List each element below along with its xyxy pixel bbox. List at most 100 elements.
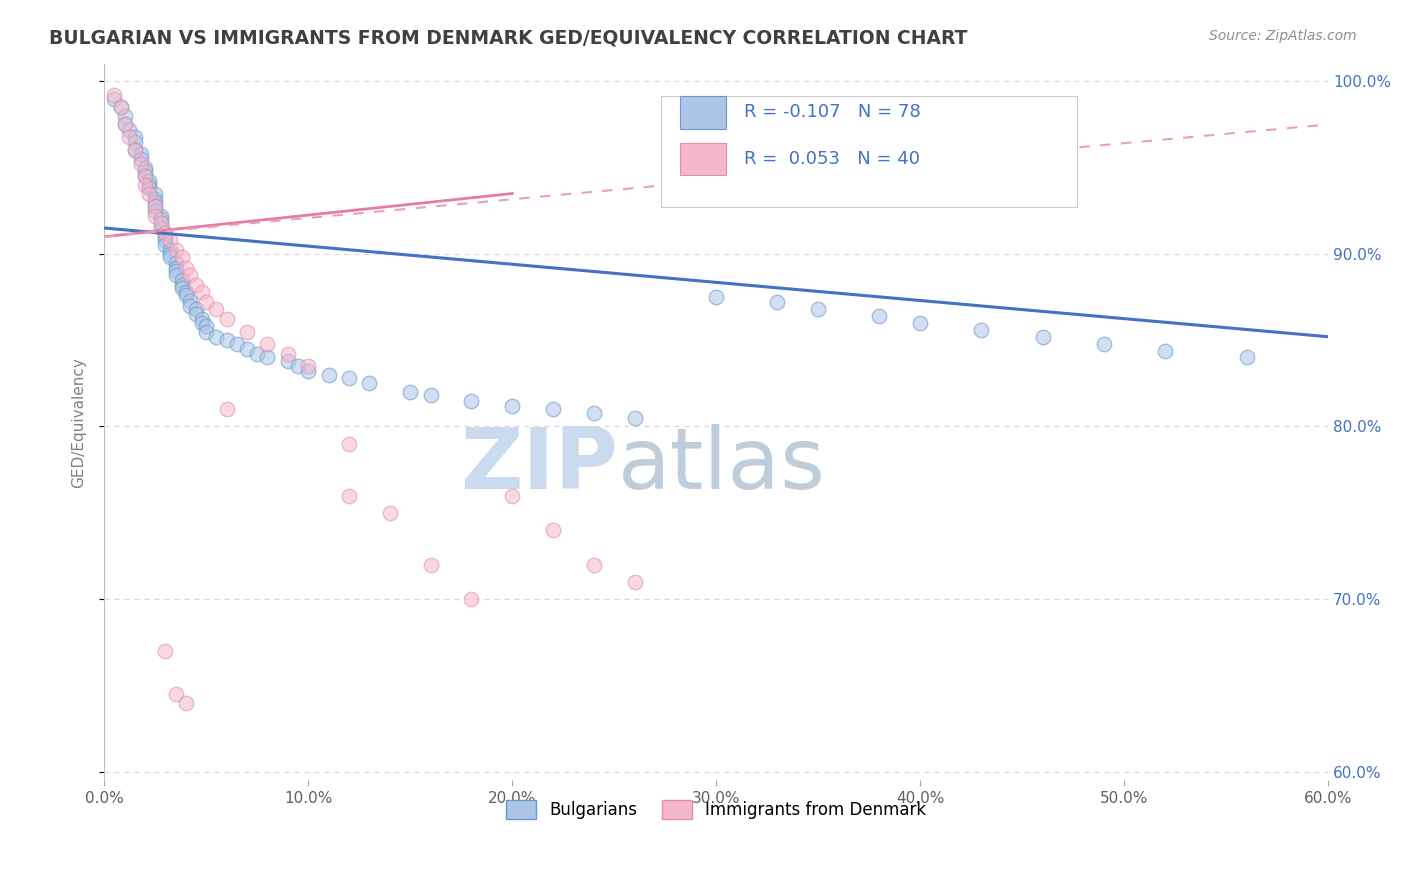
Point (174, 260, 197, 275)
Point (114, 109, 136, 123)
Point (114, 118, 136, 132)
Point (110, 100, 132, 114)
Point (165, 268, 187, 282)
Point (143, 203, 166, 218)
Point (165, 244, 187, 258)
Point (582, 406, 605, 420)
Point (143, 195, 166, 210)
Point (174, 696, 197, 710)
Point (191, 312, 214, 326)
Point (150, 209, 173, 223)
Point (165, 264, 187, 278)
Point (179, 299, 201, 313)
Point (155, 229, 177, 244)
Point (908, 316, 931, 330)
Y-axis label: GED/Equivalency: GED/Equivalency (72, 357, 86, 488)
Point (807, 302, 830, 317)
Point (191, 285, 214, 299)
Point (215, 333, 238, 347)
Point (143, 192, 166, 206)
Point (134, 164, 156, 178)
Point (110, 100, 132, 114)
Point (150, 216, 173, 230)
Point (155, 226, 177, 240)
Point (236, 342, 259, 356)
Point (623, 410, 645, 425)
Point (256, 351, 278, 365)
Point (129, 146, 152, 161)
Point (170, 273, 193, 287)
Point (155, 644, 177, 658)
Point (124, 129, 146, 144)
Point (170, 281, 193, 295)
Point (704, 290, 727, 304)
Bar (679, 143, 725, 175)
Point (170, 277, 193, 292)
Point (155, 233, 177, 247)
Point (155, 238, 177, 252)
Point (225, 336, 247, 351)
Point (195, 295, 218, 310)
Text: atlas: atlas (619, 424, 827, 507)
Point (134, 161, 156, 175)
Point (114, 118, 136, 132)
Point (337, 371, 360, 385)
Text: BULGARIAN VS IMMIGRANTS FROM DENMARK GED/EQUIVALENCY CORRELATION CHART: BULGARIAN VS IMMIGRANTS FROM DENMARK GED… (49, 29, 967, 47)
Point (256, 336, 278, 351)
Point (103, 88, 125, 103)
Point (143, 186, 166, 201)
Point (195, 319, 218, 334)
Point (195, 325, 218, 339)
Text: R = -0.107   N = 78: R = -0.107 N = 78 (744, 103, 921, 121)
Text: R =  0.053   N = 40: R = 0.053 N = 40 (744, 150, 921, 168)
Point (359, 376, 381, 391)
Point (134, 169, 156, 184)
Point (165, 687, 187, 701)
Text: Source: ZipAtlas.com: Source: ZipAtlas.com (1209, 29, 1357, 43)
Point (118, 122, 141, 136)
Point (124, 135, 146, 149)
Point (1032, 330, 1054, 344)
Point (868, 309, 890, 323)
Point (215, 312, 238, 326)
Point (541, 523, 564, 537)
Point (766, 295, 789, 310)
Point (118, 129, 141, 144)
Point (297, 359, 319, 373)
Point (215, 402, 238, 417)
Point (205, 330, 228, 344)
Point (124, 144, 146, 158)
Point (541, 402, 564, 417)
Point (159, 247, 181, 261)
Point (184, 277, 207, 292)
Point (318, 368, 340, 382)
Point (277, 347, 299, 361)
Point (159, 251, 181, 265)
Point (970, 323, 993, 337)
Point (419, 388, 441, 402)
Bar (679, 96, 725, 128)
Point (165, 255, 187, 269)
Point (287, 359, 309, 373)
Point (138, 186, 160, 201)
Point (179, 293, 201, 308)
Point (179, 268, 201, 282)
Point (582, 558, 605, 572)
Point (155, 226, 177, 240)
Point (460, 592, 482, 607)
Point (399, 384, 422, 399)
Point (170, 251, 193, 265)
Point (103, 92, 125, 106)
Point (150, 212, 173, 227)
Point (159, 244, 181, 258)
Point (150, 216, 173, 230)
Point (134, 178, 156, 192)
Point (174, 285, 197, 299)
Point (191, 316, 214, 330)
Point (143, 198, 166, 212)
Point (623, 574, 645, 589)
Point (205, 302, 228, 317)
Point (501, 489, 523, 503)
Point (460, 393, 482, 408)
Point (419, 558, 441, 572)
